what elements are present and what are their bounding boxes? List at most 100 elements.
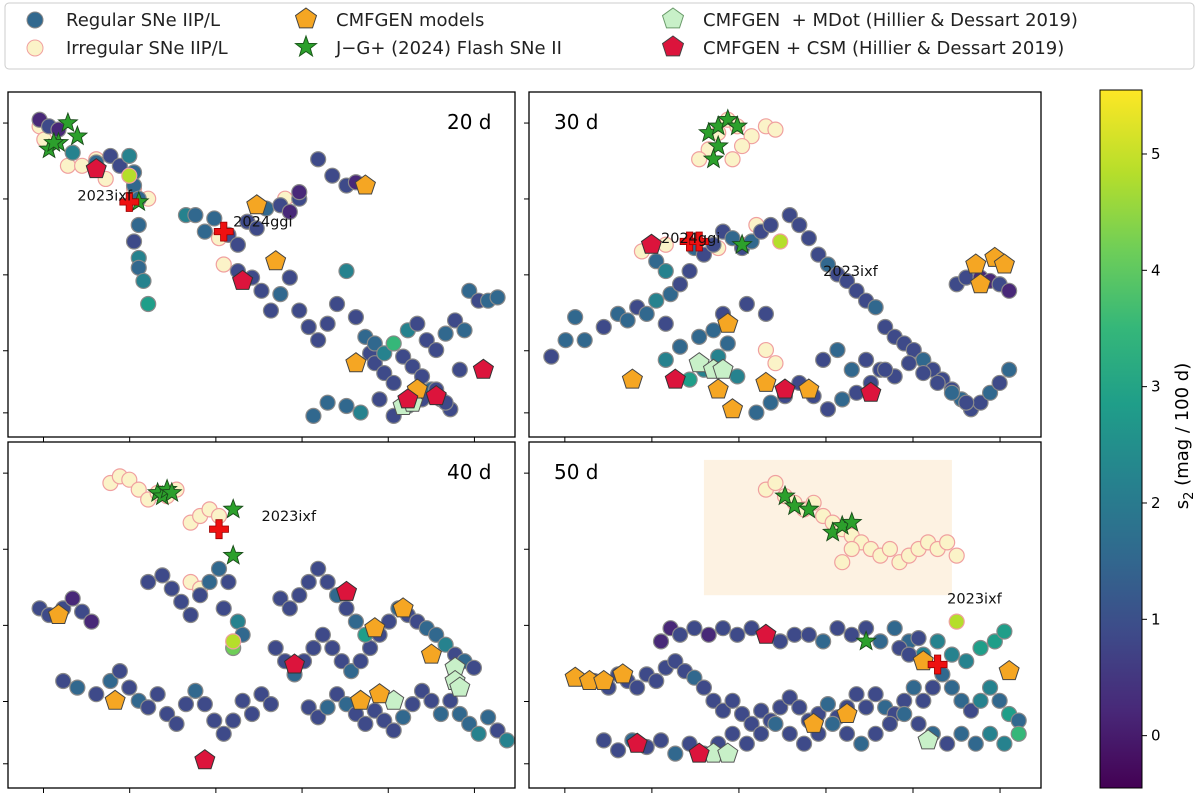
cmfgen-model-point xyxy=(354,174,376,195)
panel-frame xyxy=(7,91,516,438)
high-s2-point xyxy=(225,633,242,650)
regular-sn-point xyxy=(69,679,86,696)
regular-sn-point xyxy=(877,318,894,336)
regular-sn-point xyxy=(305,639,322,657)
panel-plot-area: 2024ggi 2023ixf xyxy=(543,108,1018,421)
regular-sn-point xyxy=(196,695,213,713)
legend: Regular SNe IIP/L Irregular SNe IIP/L CM… xyxy=(4,2,1195,70)
cmfgen-model-point xyxy=(420,643,442,664)
regular-sn-point xyxy=(671,338,689,355)
cmfgen-model-point xyxy=(564,666,586,687)
regular-sn-point xyxy=(291,184,308,201)
irregular-sn-point xyxy=(724,151,741,168)
cmfgen-model-point xyxy=(965,253,987,274)
special-sn-cross xyxy=(213,221,234,242)
regular-sn-point xyxy=(300,699,317,716)
flash-sn-star xyxy=(726,115,749,136)
regular-sn-point xyxy=(738,295,755,313)
regular-sn-point xyxy=(800,626,817,643)
regular-sn-point xyxy=(915,692,932,709)
csm-model-point xyxy=(397,388,419,409)
colorbar-tick-label: 1 xyxy=(1151,610,1161,628)
regular-sn-point xyxy=(187,682,204,700)
regular-sn-point xyxy=(385,335,402,352)
regular-sn-point xyxy=(843,361,860,378)
regular-sn-point xyxy=(648,672,665,690)
csm-model-point xyxy=(688,742,710,763)
regular-sn-point xyxy=(347,613,365,630)
regular-sn-point xyxy=(557,332,574,349)
colorbar-tick-label: 4 xyxy=(1151,261,1161,279)
high-s2-point xyxy=(948,613,965,630)
legend-entry-regular: Regular SNe IIP/L xyxy=(26,10,220,31)
regular-sn-point xyxy=(595,318,612,336)
regular-sn-point xyxy=(102,147,119,165)
flash-sn-star xyxy=(798,498,820,519)
cmfgen-model-point xyxy=(246,194,268,215)
regular-sn-point xyxy=(671,626,689,643)
flash-sn-star xyxy=(855,630,877,651)
panel-plot-area: 2023ixf 2024ggi xyxy=(31,111,506,424)
regular-sn-point xyxy=(757,305,775,322)
panel-1: 2023ixf 2024ggi 20 d xyxy=(3,91,516,442)
regular-sn-point xyxy=(943,384,961,401)
irregular-sn-point xyxy=(948,547,965,564)
regular-sn-point xyxy=(418,332,435,349)
crimson-pentagon-icon xyxy=(661,35,685,57)
regular-sn-point xyxy=(498,732,515,749)
cmfgen-model-point xyxy=(345,352,367,373)
regular-sn-point xyxy=(140,699,157,716)
regular-sn-point xyxy=(853,735,870,752)
cmfgen-model-point xyxy=(836,702,858,723)
csm-model-point xyxy=(755,623,777,644)
colorbar-gradient xyxy=(1099,89,1143,789)
csm-model-point xyxy=(425,384,447,406)
regular-sn-point xyxy=(272,590,289,607)
regular-sn-point xyxy=(380,613,398,630)
regular-sn-point xyxy=(729,368,746,385)
regular-sn-point xyxy=(991,374,1008,392)
light-green-pentagon-icon xyxy=(661,7,685,29)
regular-sn-point xyxy=(848,686,865,703)
regular-sn-point xyxy=(215,600,232,617)
regular-sn-point xyxy=(310,332,327,349)
legend-label-regular: Regular SNe IIP/L xyxy=(66,10,220,31)
csm-model-point xyxy=(335,580,358,601)
regular-sn-point xyxy=(437,325,454,342)
regular-sn-point xyxy=(220,573,237,591)
regular-sn-point xyxy=(781,207,798,224)
flash-sn-star xyxy=(774,484,796,506)
regular-sn-point xyxy=(262,695,280,713)
regular-sn-point xyxy=(829,341,846,359)
cmfgen-model-point xyxy=(717,312,739,333)
regular-sn-point xyxy=(667,745,684,762)
mdot-model-point xyxy=(717,742,739,763)
panel-3: 2023ixf 40 d xyxy=(3,441,516,793)
regular-sn-point xyxy=(281,203,298,220)
irregular-sn-point xyxy=(767,474,784,492)
regular-sn-point xyxy=(691,328,708,345)
special-sn-cross xyxy=(119,192,140,212)
regular-sn-point xyxy=(395,348,412,365)
irregular-sn-point xyxy=(733,137,751,155)
legend-label-irregular: Irregular SNe IIP/L xyxy=(66,38,228,59)
regular-sn-point xyxy=(810,246,827,263)
cmfgen-model-point xyxy=(364,617,386,638)
regular-sn-point xyxy=(154,567,171,584)
regular-sn-point xyxy=(652,732,670,749)
regular-sn-point xyxy=(206,712,223,729)
irregular-sn-point xyxy=(939,534,956,551)
regular-sn-point xyxy=(324,167,341,184)
crimson-pentagon-marker xyxy=(661,35,685,57)
regular-sn-point xyxy=(958,394,975,411)
regular-sn-point xyxy=(1001,282,1018,299)
legend-entry-mdot: CMFGEN + MDot (Hillier & Dessart 2019) xyxy=(661,7,1078,31)
csm-model-point xyxy=(194,749,216,770)
regular-sn-point xyxy=(300,318,317,336)
regular-sn-point xyxy=(262,302,280,319)
legend-label-cmfgen: CMFGEN models xyxy=(336,10,484,31)
annotation-label: 2023ixf xyxy=(947,592,1003,608)
regular-sn-point xyxy=(253,686,270,703)
regular-sn-point xyxy=(962,702,980,719)
